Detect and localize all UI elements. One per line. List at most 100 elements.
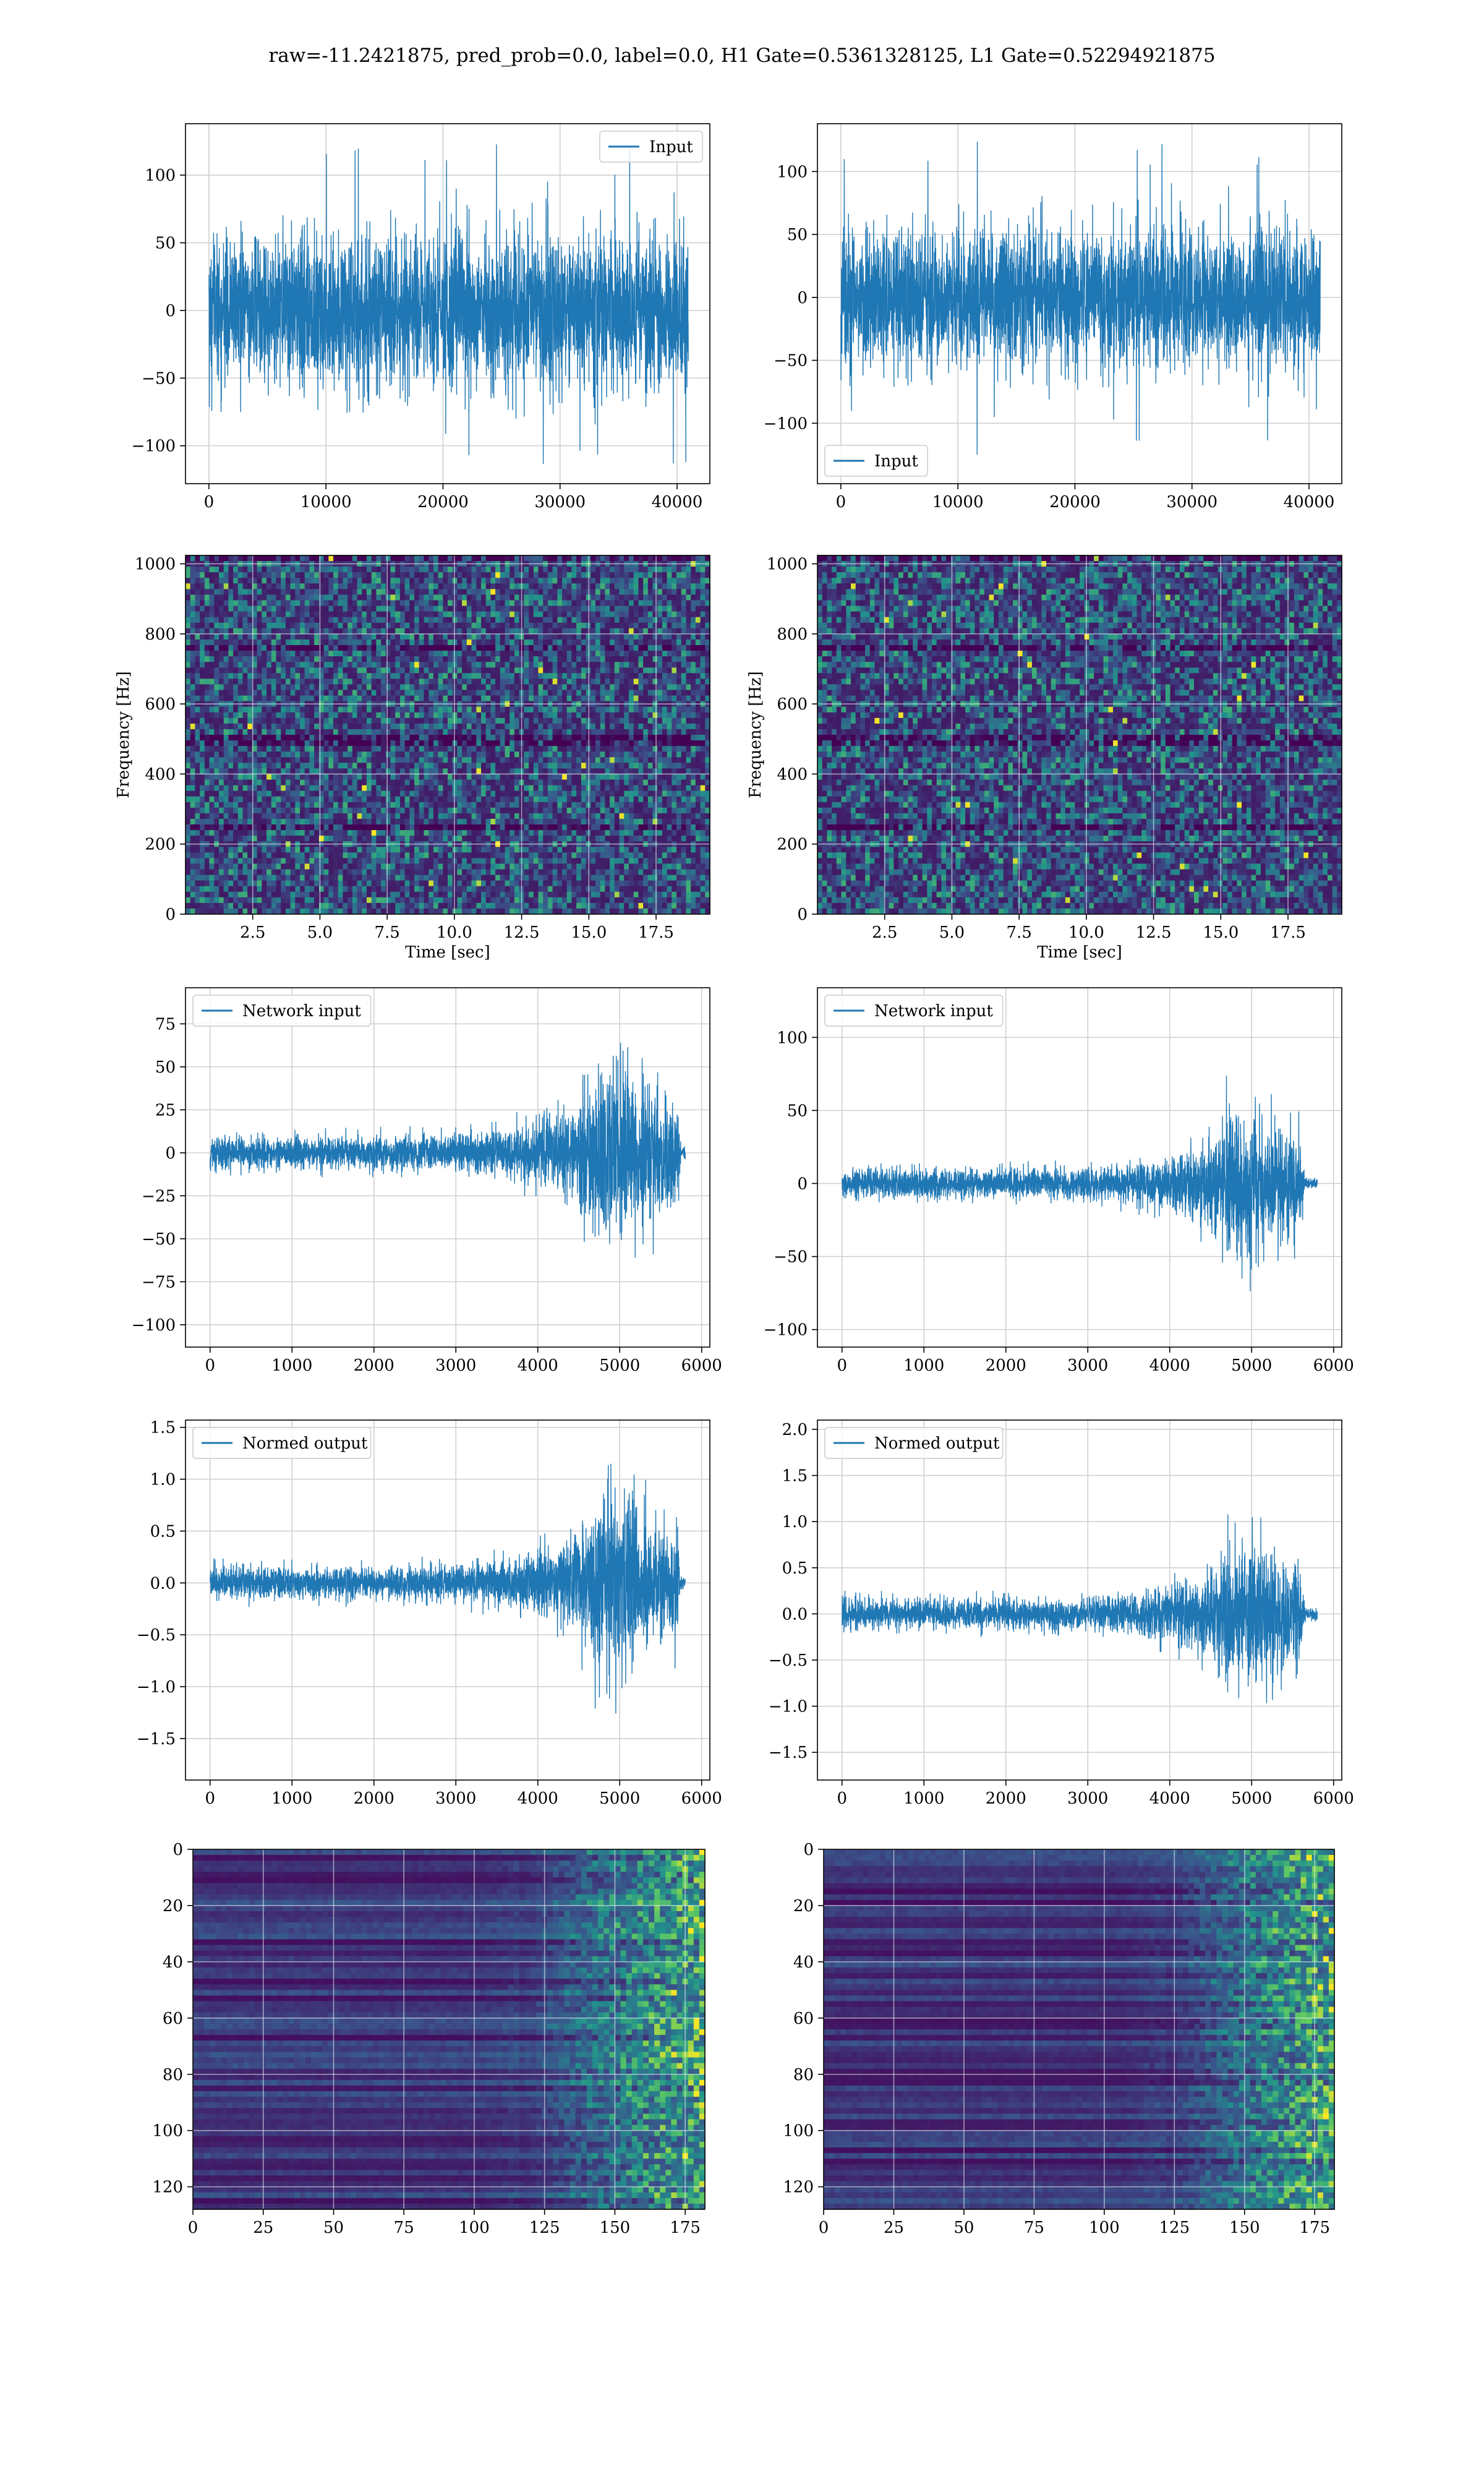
heatmap-cell — [553, 623, 558, 629]
heatmap-cell — [224, 667, 229, 674]
heatmap-cell — [438, 617, 443, 623]
heatmap-cell — [424, 763, 429, 769]
heatmap-cell — [553, 601, 558, 607]
heatmap-cell — [457, 802, 462, 808]
heatmap-cell — [438, 684, 443, 690]
heatmap-cell — [514, 780, 519, 786]
heatmap-cell — [214, 763, 219, 769]
heatmap-cell — [443, 583, 448, 589]
heatmap-cell — [219, 594, 224, 601]
heatmap-cell — [190, 606, 195, 612]
heatmap-cell — [643, 578, 648, 584]
heatmap-cell — [324, 780, 329, 786]
heatmap-cell — [205, 713, 210, 719]
heatmap-cell — [190, 612, 195, 618]
heatmap-cell — [348, 690, 352, 696]
heatmap-cell — [638, 606, 643, 612]
heatmap-cell — [186, 667, 190, 674]
heatmap-cell — [414, 684, 419, 690]
heatmap-cell — [534, 791, 539, 797]
heatmap-cell — [681, 606, 686, 612]
heatmap-cell — [286, 797, 291, 803]
heatmap-cell — [653, 684, 658, 690]
heatmap-cell — [238, 634, 243, 640]
heatmap-cell — [634, 628, 639, 635]
heatmap-cell — [205, 578, 210, 584]
heatmap-cell — [457, 690, 462, 696]
heatmap-cell — [210, 785, 215, 792]
heatmap-cell — [457, 763, 462, 769]
heatmap-cell — [576, 707, 581, 713]
heatmap-cell — [600, 594, 605, 601]
heatmap-cell — [195, 763, 200, 769]
heatmap-cell — [247, 713, 252, 719]
heatmap-cell — [534, 724, 539, 730]
heatmap-cell — [562, 774, 567, 780]
heatmap-cell — [419, 797, 424, 803]
heatmap-cell — [481, 757, 486, 763]
y-tick-label: 100 — [777, 163, 808, 181]
heatmap-cell — [338, 797, 343, 803]
heatmap-cell — [438, 751, 443, 758]
heatmap-cell — [348, 746, 352, 752]
heatmap-cell — [624, 628, 629, 635]
heatmap-cell — [448, 791, 453, 797]
heatmap-cell — [457, 617, 462, 623]
heatmap-cell — [490, 662, 495, 668]
heatmap-cell — [676, 763, 681, 769]
heatmap-cell — [629, 594, 634, 601]
heatmap-cell — [228, 724, 233, 730]
heatmap-cell — [267, 606, 271, 612]
heatmap-cell — [357, 578, 362, 584]
heatmap-cell — [200, 667, 205, 674]
heatmap-cell — [443, 606, 448, 612]
heatmap-cell — [348, 601, 352, 607]
heatmap-cell — [672, 707, 676, 713]
heatmap-cell — [271, 696, 276, 702]
heatmap-cell — [233, 763, 238, 769]
heatmap-cell — [429, 797, 433, 803]
heatmap-cell — [615, 601, 620, 607]
heatmap-cell — [262, 678, 267, 685]
heatmap-cell — [595, 645, 600, 651]
heatmap-cell — [333, 673, 338, 679]
heatmap-cell — [429, 735, 433, 741]
heatmap-cell — [667, 678, 672, 685]
heatmap-cell — [243, 729, 248, 735]
heatmap-cell — [424, 735, 429, 741]
heatmap-cell — [219, 751, 224, 758]
heatmap-cell — [314, 802, 319, 808]
heatmap-cell — [400, 684, 405, 690]
heatmap-cell — [195, 612, 200, 618]
heatmap-cell — [443, 785, 448, 792]
heatmap-cell — [348, 797, 352, 803]
heatmap-cell — [686, 594, 691, 601]
heatmap-cell — [567, 751, 572, 758]
heatmap-cell — [343, 601, 348, 607]
heatmap-cell — [271, 718, 276, 724]
heatmap-cell — [186, 713, 190, 719]
heatmap-cell — [424, 774, 429, 780]
heatmap-cell — [672, 612, 676, 618]
heatmap-cell — [257, 690, 262, 696]
heatmap-cell — [224, 785, 229, 792]
heatmap-cell — [581, 634, 586, 640]
heatmap-cell — [610, 662, 615, 668]
heatmap-cell — [395, 578, 400, 584]
heatmap-cell — [548, 645, 553, 651]
heatmap-cell — [514, 656, 519, 662]
heatmap-cell — [419, 684, 424, 690]
heatmap-cell — [453, 567, 458, 573]
heatmap-cell — [328, 785, 333, 792]
heatmap-cell — [267, 746, 271, 752]
heatmap-cell — [372, 578, 377, 584]
heatmap-cell — [190, 757, 195, 763]
heatmap-cell — [343, 678, 348, 685]
heatmap-cell — [381, 623, 386, 629]
heatmap-cell — [543, 735, 548, 741]
heatmap-cell — [271, 746, 276, 752]
heatmap-cell — [343, 791, 348, 797]
heatmap-cell — [195, 583, 200, 589]
heatmap-cell — [395, 791, 400, 797]
heatmap-cell — [462, 791, 467, 797]
